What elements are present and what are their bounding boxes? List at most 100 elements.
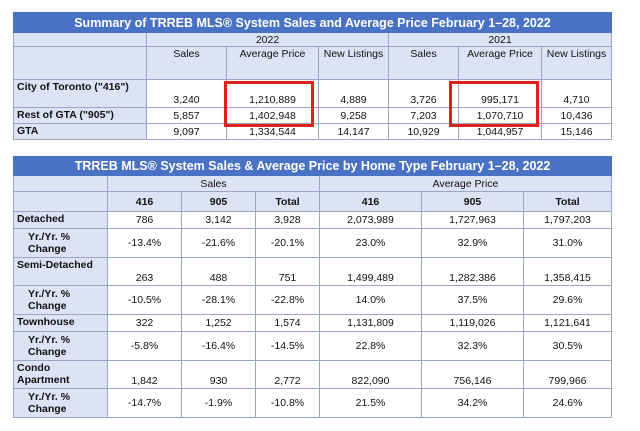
column-header: New Listings: [318, 46, 389, 80]
table-cell: -22.8%: [255, 285, 320, 315]
column-header: Average Price: [226, 46, 319, 80]
row-label: Yr./Yr. % Change: [13, 228, 108, 258]
average-price-group-header: Average Price: [318, 175, 613, 192]
table-cell: 3,726: [388, 79, 459, 108]
table-cell: 3,928: [255, 211, 320, 229]
sales-group-header: Sales: [107, 175, 320, 192]
table-cell: 1,131,809: [319, 314, 422, 332]
table-cell: 3,240: [146, 79, 227, 108]
table-cell: 786: [107, 211, 182, 229]
hometype-title: TRREB MLS® System Sales & Average Price …: [12, 156, 613, 176]
row-label: Yr./Yr. % Change: [13, 331, 108, 361]
column-header: Total: [255, 191, 320, 212]
summary-table: Summary of TRREB MLS® System Sales and A…: [13, 12, 612, 140]
table-cell: 1,797,203: [522, 211, 613, 229]
table-cell: 34.2%: [421, 388, 524, 418]
row-label: Semi-Detached: [13, 257, 108, 286]
table-row: Rest of GTA ("905") 5,857 1,402,948 9,25…: [13, 107, 612, 124]
table-row: Condo Apartment 1,842 930 2,772 822,090 …: [13, 360, 613, 389]
table-cell: 9,097: [146, 123, 227, 140]
row-label: GTA: [13, 123, 147, 140]
corner-cell: [13, 32, 147, 47]
corner-cell: [13, 191, 108, 212]
table-cell: 9,258: [318, 107, 389, 124]
column-header: Sales: [388, 46, 459, 80]
column-header: Average Price: [458, 46, 542, 80]
column-header: 905: [421, 191, 524, 212]
table-cell: 751: [255, 257, 320, 286]
table-cell: -13.4%: [107, 228, 182, 258]
table-cell: 5,857: [146, 107, 227, 124]
column-header: 416: [107, 191, 182, 212]
table-cell: 799,966: [522, 360, 613, 389]
table-cell: 1,121,641: [522, 314, 613, 332]
table-row: Townhouse 322 1,252 1,574 1,131,809 1,11…: [13, 314, 613, 332]
table-cell: 2,073,989: [319, 211, 422, 229]
table-cell: 4,710: [541, 79, 612, 108]
summary-title: Summary of TRREB MLS® System Sales and A…: [13, 12, 612, 33]
table-cell: 10,929: [388, 123, 459, 140]
year-2022-header: 2022: [146, 32, 389, 47]
table-cell: 1,334,544: [226, 123, 319, 140]
table-row: Detached 786 3,142 3,928 2,073,989 1,727…: [13, 211, 613, 229]
table-row: City of Toronto ("416") 3,240 1,210,889 …: [13, 79, 612, 108]
table-cell: 32.3%: [421, 331, 524, 361]
column-header: 905: [181, 191, 256, 212]
row-label: Condo Apartment: [13, 360, 108, 389]
table-row: GTA 9,097 1,334,544 14,147 10,929 1,044,…: [13, 123, 612, 140]
table-cell: 10,436: [541, 107, 612, 124]
table-cell: 1,252: [181, 314, 256, 332]
table-cell: -20.1%: [255, 228, 320, 258]
table-row: Yr./Yr. % Change -5.8% -16.4% -14.5% 22.…: [13, 331, 613, 361]
table-cell: -10.5%: [107, 285, 182, 315]
table-row: Semi-Detached 263 488 751 1,499,489 1,28…: [13, 257, 613, 286]
table-row: Yr./Yr. % Change -14.7% -1.9% -10.8% 21.…: [13, 388, 613, 418]
column-header: 416: [319, 191, 422, 212]
table-cell: -16.4%: [181, 331, 256, 361]
table-cell: 2,772: [255, 360, 320, 389]
table-cell: 22.8%: [319, 331, 422, 361]
table-cell: 29.6%: [522, 285, 613, 315]
table-cell: 263: [107, 257, 182, 286]
table-cell: 37.5%: [421, 285, 524, 315]
table-cell: 930: [181, 360, 256, 389]
table-cell: 23.0%: [319, 228, 422, 258]
column-header: Sales: [146, 46, 227, 80]
table-cell: 1,402,948: [226, 107, 319, 124]
hometype-table: TRREB MLS® System Sales & Average Price …: [12, 156, 613, 418]
table-row: Yr./Yr. % Change -13.4% -21.6% -20.1% 23…: [13, 228, 613, 258]
table-cell: -14.5%: [255, 331, 320, 361]
table-cell: 1,070,710: [458, 107, 542, 124]
table-cell: 1,282,386: [421, 257, 524, 286]
table-cell: 1,842: [107, 360, 182, 389]
row-label: Rest of GTA ("905"): [13, 107, 147, 124]
table-cell: 1,727,963: [421, 211, 524, 229]
table-cell: -21.6%: [181, 228, 256, 258]
row-label: City of Toronto ("416"): [13, 79, 147, 108]
table-cell: 7,203: [388, 107, 459, 124]
table-cell: 14.0%: [319, 285, 422, 315]
column-header: Total: [522, 191, 613, 212]
table-cell: 822,090: [319, 360, 422, 389]
year-2021-header: 2021: [388, 32, 612, 47]
table-cell: 24.6%: [522, 388, 613, 418]
table-cell: 1,499,489: [319, 257, 422, 286]
row-label: Townhouse: [13, 314, 108, 332]
table-cell: -5.8%: [107, 331, 182, 361]
table-cell: 21.5%: [319, 388, 422, 418]
table-cell: 1,044,957: [458, 123, 542, 140]
table-cell: 15,146: [541, 123, 612, 140]
table-cell: -28.1%: [181, 285, 256, 315]
table-cell: 4,889: [318, 79, 389, 108]
table-cell: 995,171: [458, 79, 542, 108]
table-cell: 488: [181, 257, 256, 286]
row-label: Yr./Yr. % Change: [13, 388, 108, 418]
table-cell: 756,146: [421, 360, 524, 389]
table-cell: 1,358,415: [522, 257, 613, 286]
table-cell: -14.7%: [107, 388, 182, 418]
table-cell: 1,210,889: [226, 79, 319, 108]
table-cell: -1.9%: [181, 388, 256, 418]
row-label: Detached: [13, 211, 108, 229]
table-row: Yr./Yr. % Change -10.5% -28.1% -22.8% 14…: [13, 285, 613, 315]
table-cell: 32.9%: [421, 228, 524, 258]
